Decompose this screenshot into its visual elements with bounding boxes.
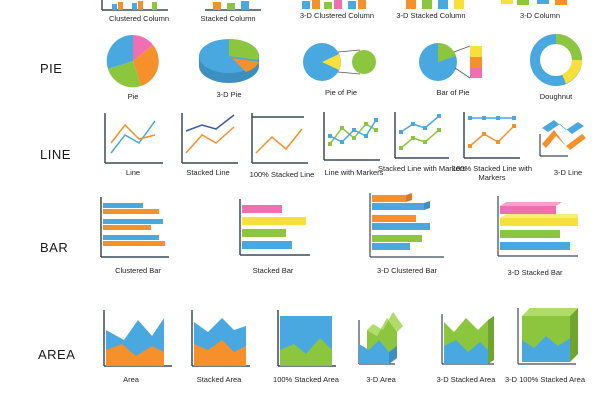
- 3d-stacked-area-icon: [441, 314, 494, 365]
- label-line-with-markers: Line with Markers: [324, 168, 384, 177]
- label-stacked-column: Stacked Column: [200, 14, 256, 23]
- label-3d-100-stacked-area: 3-D 100% Stacked Area: [504, 375, 586, 384]
- 100-stacked-line-with-markers-icon: [463, 112, 520, 159]
- stacked-area-icon: [191, 310, 250, 367]
- 3d-area-icon: [358, 312, 403, 365]
- 3d-column-icon: [501, 0, 567, 5]
- stacked-bar-icon: [239, 199, 310, 256]
- line-with-markers-icon: [323, 112, 380, 161]
- label-100-stacked-area: 100% Stacked Area: [273, 375, 339, 384]
- label-doughnut: Doughnut: [539, 92, 573, 101]
- 3d-pie-icon: [199, 39, 259, 83]
- label-100-stacked-line: 100% Stacked Line: [249, 170, 315, 179]
- 100-stacked-area-icon: [277, 310, 336, 367]
- 100-stacked-line-icon: [251, 113, 308, 164]
- label-area: Area: [123, 375, 139, 384]
- label-3d-area: 3-D Area: [366, 375, 396, 384]
- label-line: Line: [125, 168, 141, 177]
- stacked-line-with-markers-icon: [394, 112, 449, 159]
- 3d-clustered-column-icon: [302, 0, 366, 9]
- label-3d-pie: 3-D Pie: [216, 90, 242, 99]
- clustered-column-icon: [101, 0, 168, 11]
- label-clustered-column: Clustered Column: [108, 14, 170, 23]
- label-bar-of-pie: Bar of Pie: [436, 88, 470, 97]
- label-3d-line: 3-D Line: [553, 168, 583, 177]
- label-pie: Pie: [127, 92, 139, 101]
- 3d-clustered-bar-icon: [369, 193, 444, 258]
- label-3d-stacked-bar: 3-D Stacked Bar: [507, 268, 563, 277]
- label-clustered-bar: Clustered Bar: [115, 266, 161, 275]
- label-stacked-area: Stacked Area: [196, 375, 242, 384]
- category-area: AREA: [38, 347, 76, 362]
- bar-of-pie-icon: [419, 43, 482, 81]
- label-stacked-line: Stacked Line: [186, 168, 230, 177]
- label-3d-stacked-area: 3-D Stacked Area: [436, 375, 496, 384]
- 3d-stacked-bar-icon: [497, 196, 578, 257]
- category-line: LINE: [40, 147, 71, 162]
- line-icon: [104, 113, 163, 164]
- pie-icon: [106, 34, 159, 88]
- area-icon: [103, 310, 172, 367]
- label-3d-stacked-column: 3-D Stacked Column: [396, 11, 466, 20]
- label-3d-clustered-bar: 3-D Clustered Bar: [376, 266, 438, 275]
- doughnut-icon: [530, 34, 582, 86]
- 3d-100-stacked-area-icon: [517, 308, 578, 365]
- label-stacked-bar: Stacked Bar: [252, 266, 294, 275]
- label-pie-of-pie: Pie of Pie: [324, 88, 358, 97]
- 3d-line-icon: [539, 120, 586, 157]
- category-pie: PIE: [40, 61, 63, 76]
- label-3d-clustered-column: 3-D Clustered Column: [299, 11, 375, 20]
- label-3d-column: 3-D Column: [519, 11, 560, 20]
- clustered-bar-icon: [100, 197, 169, 258]
- stacked-line-icon: [181, 113, 238, 164]
- 3d-stacked-column-icon: [406, 0, 464, 9]
- label-stacked-line-with-markers: Stacked Line with Markers: [378, 164, 466, 173]
- label-100-stacked-line-with-markers: 100% Stacked Line with Markers: [451, 164, 533, 182]
- category-bar: BAR: [40, 240, 69, 255]
- pie-of-pie-icon: [303, 43, 376, 81]
- stacked-column-icon: [205, 1, 261, 11]
